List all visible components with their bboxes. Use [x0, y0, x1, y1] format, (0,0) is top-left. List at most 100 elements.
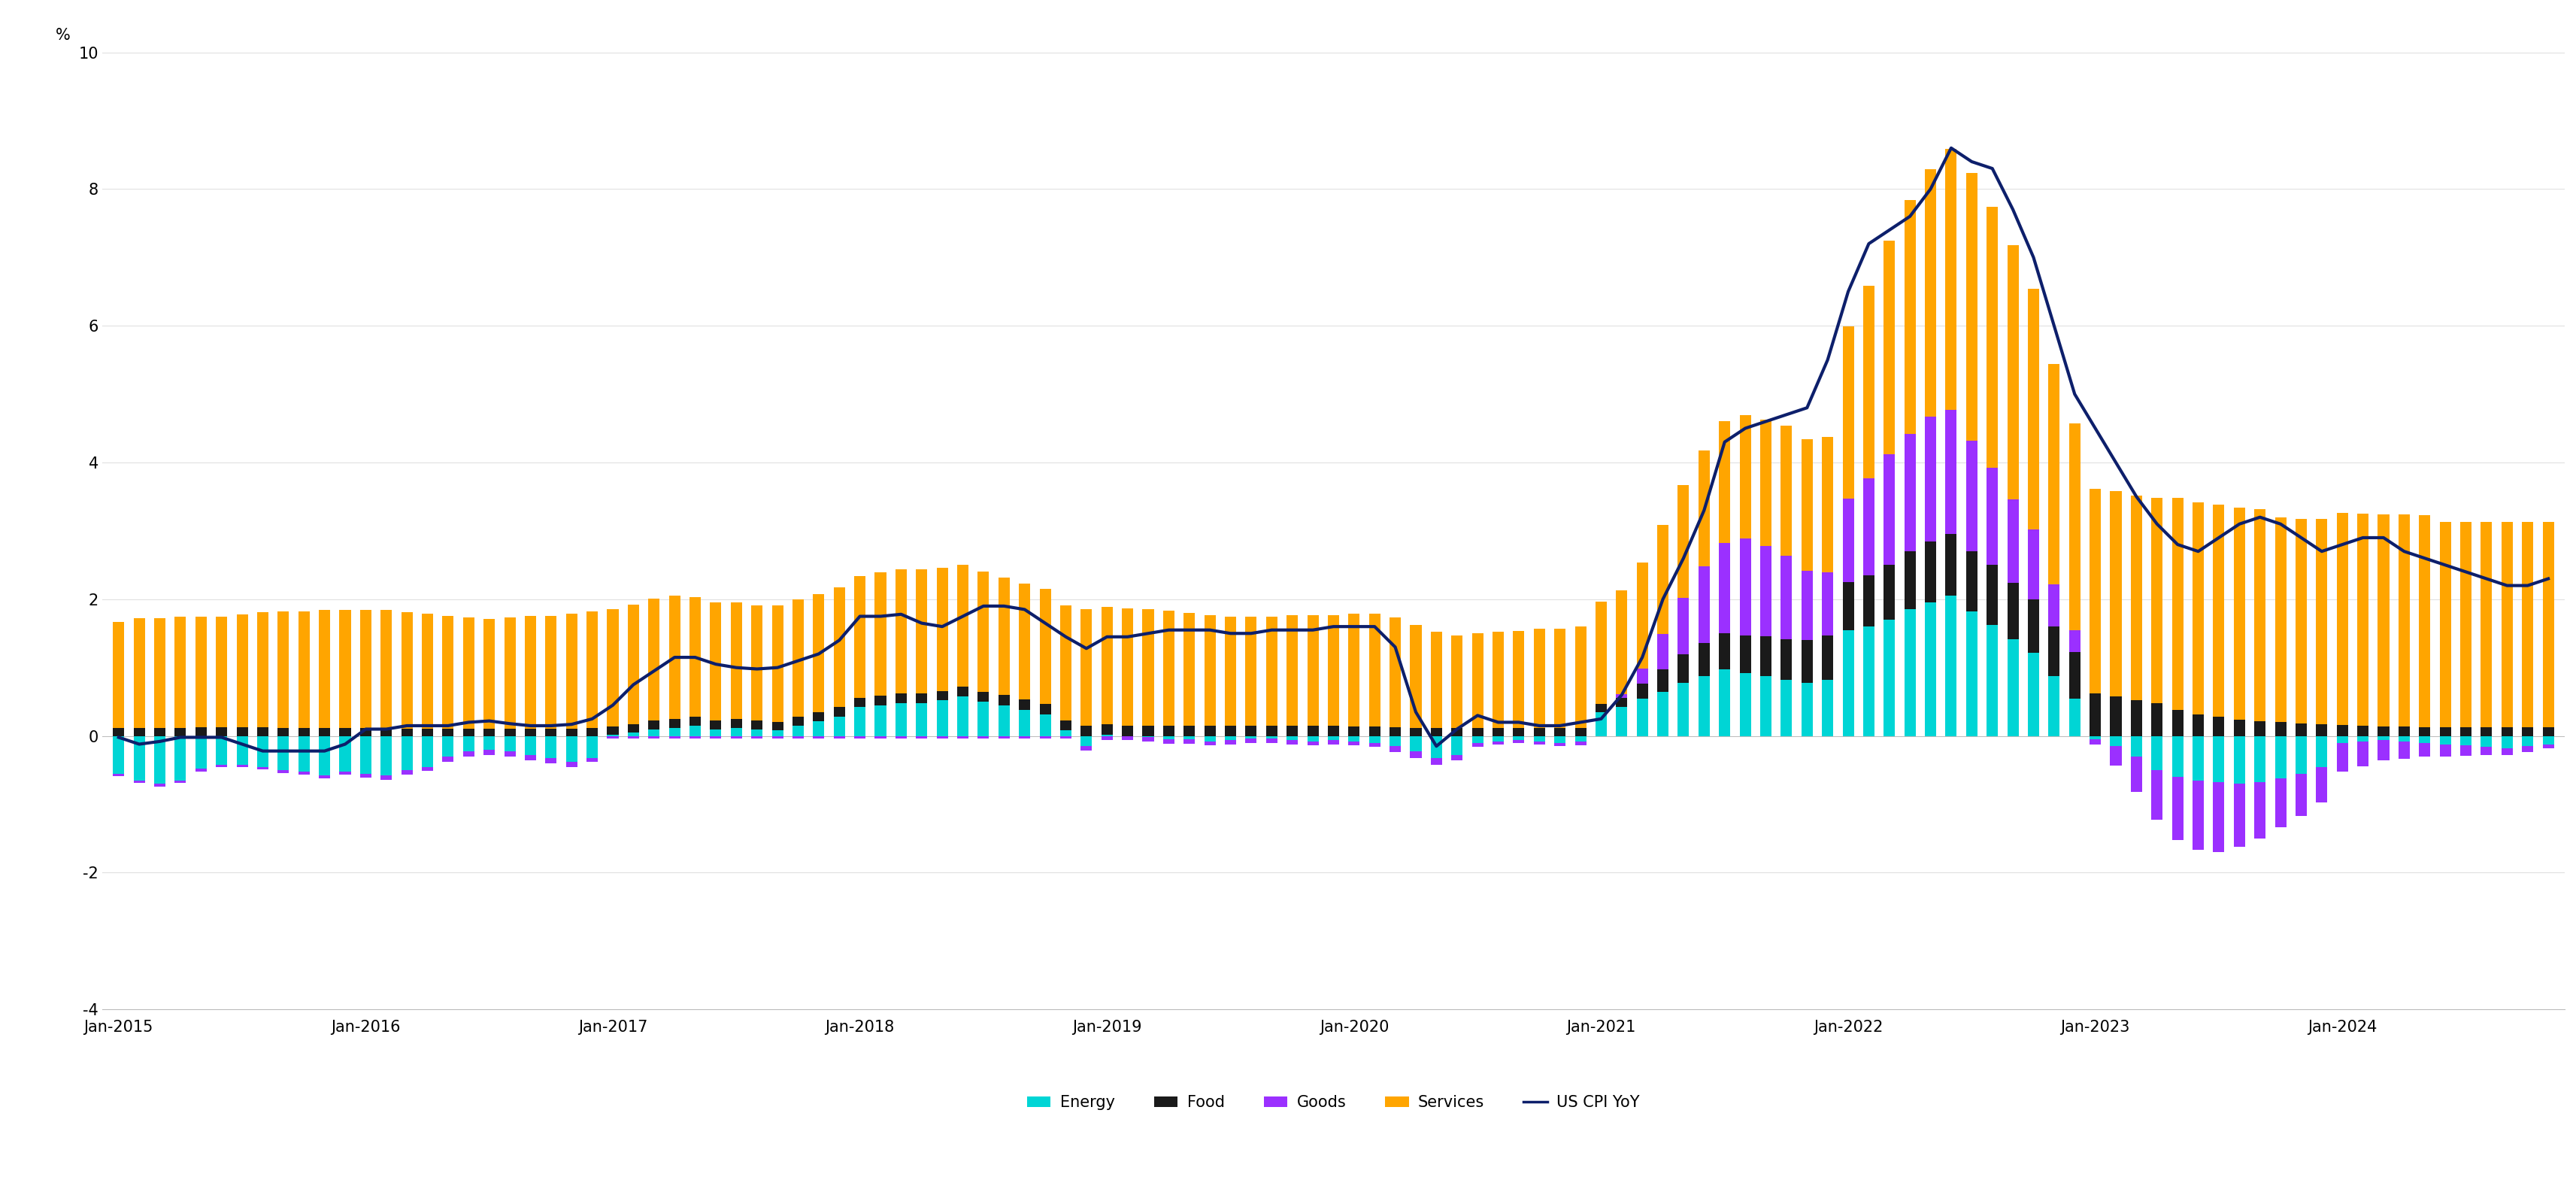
Bar [1842, 582, 1855, 630]
Bar [340, 736, 350, 772]
Bar [2130, 756, 2143, 792]
Bar [2048, 676, 2061, 736]
Bar [2213, 736, 2226, 783]
Bar [1698, 676, 1710, 736]
Bar [2027, 529, 2040, 599]
Bar [1041, 736, 1051, 739]
Bar [2151, 736, 2164, 770]
Bar [1945, 410, 1958, 534]
Bar [340, 611, 350, 728]
Bar [2089, 736, 2102, 740]
Bar [361, 736, 371, 773]
Bar [526, 615, 536, 729]
Bar [1595, 601, 1607, 704]
Bar [1182, 725, 1195, 736]
Bar [2543, 727, 2553, 736]
Bar [546, 758, 556, 764]
Bar [1533, 736, 1546, 741]
Bar [917, 569, 927, 693]
Bar [855, 736, 866, 739]
Bar [278, 612, 289, 728]
Bar [1801, 682, 1814, 736]
Bar [1862, 286, 1875, 478]
Bar [2110, 746, 2123, 765]
Bar [505, 750, 515, 756]
Bar [1698, 451, 1710, 566]
Bar [1780, 680, 1793, 736]
Bar [2254, 783, 2267, 839]
Bar [2254, 509, 2267, 721]
Bar [1759, 419, 1772, 546]
Bar [1327, 615, 1340, 725]
Bar [402, 770, 412, 774]
Bar [1904, 551, 1917, 609]
Bar [278, 728, 289, 736]
Bar [2254, 721, 2267, 736]
Bar [1862, 626, 1875, 736]
Bar [1020, 736, 1030, 739]
Bar [2316, 520, 2329, 724]
Bar [1306, 736, 1319, 741]
Bar [649, 729, 659, 736]
Bar [2522, 736, 2532, 746]
Bar [608, 727, 618, 735]
Bar [814, 736, 824, 739]
Bar [381, 736, 392, 776]
Bar [567, 729, 577, 736]
Bar [526, 755, 536, 760]
Bar [484, 749, 495, 755]
Bar [896, 703, 907, 736]
Bar [1945, 148, 1958, 410]
Bar [1368, 613, 1381, 727]
Legend: Energy, Food, Goods, Services, US CPI YoY: Energy, Food, Goods, Services, US CPI Yo… [1020, 1089, 1646, 1116]
Bar [2398, 727, 2409, 736]
Bar [1574, 736, 1587, 741]
Bar [999, 736, 1010, 739]
Bar [1244, 736, 1257, 739]
Bar [113, 736, 124, 773]
Bar [567, 613, 577, 729]
Bar [1615, 698, 1628, 707]
Bar [2522, 727, 2532, 736]
Bar [2172, 710, 2184, 736]
Bar [2233, 784, 2246, 847]
Bar [567, 736, 577, 762]
Bar [258, 736, 268, 767]
Bar [1533, 741, 1546, 744]
Bar [1698, 643, 1710, 676]
Bar [134, 728, 144, 736]
Bar [2378, 727, 2388, 736]
Bar [258, 767, 268, 770]
Bar [2151, 703, 2164, 736]
Bar [793, 599, 804, 717]
Bar [2130, 736, 2143, 756]
Bar [196, 768, 206, 772]
Bar [773, 736, 783, 739]
Bar [2295, 519, 2308, 724]
Bar [1306, 615, 1319, 725]
Bar [526, 736, 536, 755]
Bar [196, 617, 206, 727]
Bar [1780, 556, 1793, 639]
Bar [484, 729, 495, 736]
Bar [2069, 651, 2081, 698]
Bar [2398, 515, 2409, 727]
Bar [1224, 725, 1236, 736]
Bar [1182, 740, 1195, 743]
Bar [2439, 727, 2450, 736]
Bar [2439, 522, 2450, 727]
Bar [1883, 620, 1896, 736]
Bar [1492, 632, 1504, 728]
Bar [2172, 777, 2184, 840]
Bar [1986, 565, 1999, 625]
Bar [2460, 727, 2470, 736]
Bar [1285, 736, 1298, 740]
Bar [1144, 609, 1154, 725]
Bar [2172, 736, 2184, 777]
Bar [1082, 725, 1092, 736]
Bar [2336, 513, 2347, 725]
Bar [629, 733, 639, 736]
Bar [1244, 617, 1257, 725]
Bar [134, 736, 144, 780]
Bar [2295, 773, 2308, 816]
